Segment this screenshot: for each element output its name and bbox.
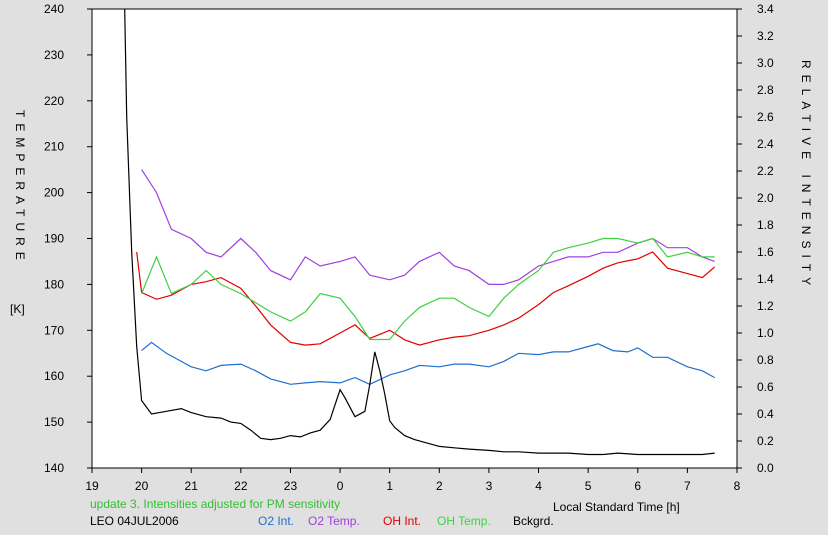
right-axis-label: RELATIVE INTENSITY: [799, 60, 813, 291]
y-right-tick-label: 2.8: [757, 83, 774, 97]
x-tick-label: 5: [585, 479, 592, 493]
y-left-tick-label: 140: [44, 461, 64, 475]
axes-layer: 19 20 21 22 23 0 1 2 3 4 5 6 7 8140150160170180190200…: [44, 2, 774, 493]
series-layer: [124, 8, 716, 456]
legend-entry: O2 Temp.: [308, 514, 360, 528]
x-tick-label: 8: [734, 479, 741, 493]
plot-area: [91, 8, 738, 469]
x-tick-label: 0: [337, 479, 344, 493]
y-right-tick-label: 1.8: [757, 218, 774, 232]
left-axis-unit: [K]: [10, 302, 25, 316]
legend-entry: Bckgrd.: [513, 514, 554, 528]
y-left-tick-label: 170: [44, 323, 64, 337]
y-right-tick-label: 2.2: [757, 164, 774, 178]
legend-entry: OH Int.: [383, 514, 421, 528]
x-tick-label: 4: [535, 479, 542, 493]
x-tick-label: 20: [135, 479, 149, 493]
x-tick-label: 1: [386, 479, 393, 493]
series-line: [141, 237, 715, 341]
y-right-tick-label: 0.4: [757, 407, 774, 421]
y-right-tick-label: 0.2: [757, 434, 774, 448]
y-right-tick-label: 2.6: [757, 110, 774, 124]
y-right-tick-label: 1.4: [757, 272, 774, 286]
y-left-tick-label: 220: [44, 94, 64, 108]
legend: O2 Int. O2 Temp. OH Int. OH Temp. Bckgrd.: [258, 514, 554, 528]
y-right-tick-label: 3.0: [757, 56, 774, 70]
right-axis-title: RELATIVE INTENSITY: [799, 60, 813, 291]
series-line: [141, 341, 715, 385]
x-tick-label: 7: [684, 479, 691, 493]
y-right-tick-label: 0.8: [757, 353, 774, 367]
y-left-tick-label: 240: [44, 2, 64, 16]
y-right-tick-label: 1.6: [757, 245, 774, 259]
legend-entry: OH Temp.: [437, 514, 491, 528]
x-tick-label: 21: [185, 479, 199, 493]
y-right-tick-label: 1.2: [757, 299, 774, 313]
y-left-tick-label: 200: [44, 186, 64, 200]
y-right-tick-label: 0.0: [757, 461, 774, 475]
note-text: update 3. Intensities adjusted for PM se…: [90, 497, 340, 511]
series-line: [136, 251, 716, 346]
y-right-tick-label: 1.0: [757, 326, 774, 340]
legend-entry: O2 Int.: [258, 514, 294, 528]
x-tick-label: 3: [486, 479, 493, 493]
series-line: [124, 8, 715, 456]
series-line: [141, 169, 715, 285]
y-right-tick-label: 2.0: [757, 191, 774, 205]
x-tick-label: 6: [634, 479, 641, 493]
y-left-tick-label: 160: [44, 369, 64, 383]
x-tick-label: 2: [436, 479, 443, 493]
x-axis-label: Local Standard Time [h]: [553, 500, 680, 514]
x-tick-label: 22: [234, 479, 248, 493]
y-left-tick-label: 190: [44, 232, 64, 246]
x-tick-label: 23: [284, 479, 298, 493]
y-left-tick-label: 150: [44, 415, 64, 429]
y-right-tick-label: 3.4: [757, 2, 774, 16]
y-right-tick-label: 3.2: [757, 29, 774, 43]
y-left-tick-label: 180: [44, 277, 64, 291]
station-date: LEO 04JUL2006: [90, 514, 179, 528]
y-right-tick-label: 2.4: [757, 137, 774, 151]
y-left-tick-label: 210: [44, 140, 64, 154]
left-axis-title: TEMPERATURE [K]: [10, 110, 27, 316]
left-axis-label: TEMPERATURE: [13, 110, 27, 266]
x-tick-label: 19: [85, 479, 99, 493]
y-right-tick-label: 0.6: [757, 380, 774, 394]
y-left-tick-label: 230: [44, 48, 64, 62]
